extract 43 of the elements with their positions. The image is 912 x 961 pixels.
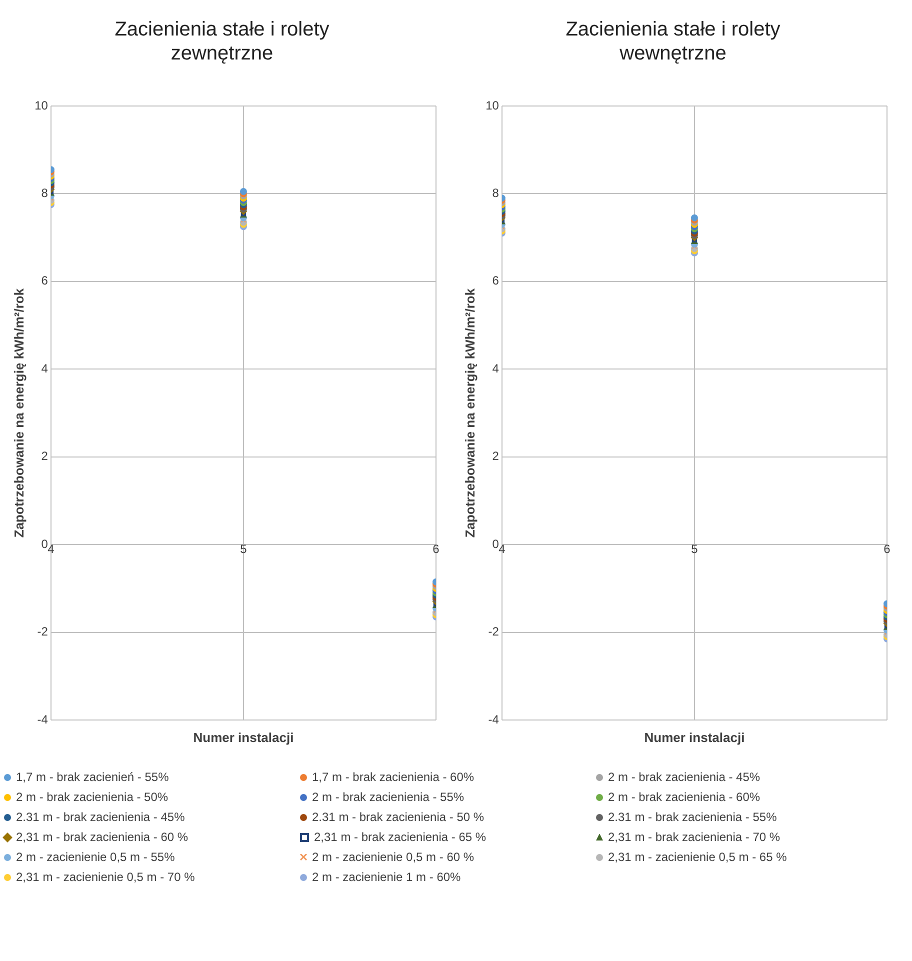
legend-label: 1,7 m - brak zacienień - 55%	[16, 770, 169, 784]
y-tick-label: -4	[37, 712, 48, 726]
y-tick-label: 6	[492, 274, 500, 288]
x-tick-label: 5	[691, 542, 698, 556]
legend-label: 2 m - brak zacienienia - 50%	[16, 790, 168, 804]
y-tick-label: 10	[34, 98, 48, 112]
legend-label: 2.31 m - brak zacienienia - 45%	[16, 810, 185, 824]
y-tick-label: 10	[486, 98, 500, 112]
x-axis-title: Numer instalacji	[193, 730, 294, 745]
y-tick-label: -2	[488, 624, 500, 639]
legend-label: 2,31 m - brak zacienienia - 65 %	[314, 830, 486, 844]
y-axis-title: Zapotrzebowanie na energię kWh/m²/rok	[462, 288, 478, 538]
x-tick-label: 5	[240, 542, 248, 556]
legend-label: 2 m - zacienienie 0,5 m - 55%	[16, 850, 175, 864]
legend-label: 2,31 m - brak zacienienia - 60 %	[16, 830, 188, 844]
y-tick-label: 8	[41, 186, 48, 200]
y-tick-label: -2	[37, 624, 48, 639]
y-tick-label: 4	[492, 361, 500, 376]
legend-label: 1,7 m - brak zacienienia - 60%	[312, 770, 474, 784]
chart-title: Zacienienia stałe i rolety wewnętrzne	[566, 18, 780, 65]
legend-label: 2,31 m - zacienienie 0,5 m - 65 %	[608, 850, 787, 864]
y-tick-label: 2	[492, 449, 500, 464]
legend-label: 2 m - brak zacienienia - 60%	[608, 790, 760, 804]
y-tick-label: 4	[41, 361, 48, 376]
legend-label: 2 m - brak zacienienia - 45%	[608, 770, 760, 784]
legend-label: 2 m - zacienienie 0,5 m - 60 %	[312, 850, 474, 864]
legend-label: 2.31 m - brak zacienienia - 50 %	[312, 810, 484, 824]
y-tick-label: 2	[41, 449, 48, 464]
legend-label: 2.31 m - brak zacienienia - 55%	[608, 810, 777, 824]
y-tick-label: 6	[41, 274, 48, 288]
x-axis-title: Numer instalacji	[644, 730, 745, 745]
chart-title: Zacienienia stałe i rolety zewnętrzne	[114, 18, 330, 65]
x-tick-label: 6	[432, 542, 440, 556]
y-tick-label: 8	[492, 186, 500, 200]
legend-label: 2,31 m - zacienienie 0,5 m - 70 %	[16, 870, 195, 884]
y-tick-label: -4	[488, 712, 500, 726]
y-axis-title: Zapotrzebowanie na energię kWh/m²/rok	[11, 288, 26, 538]
y-tick-label: 0	[41, 536, 48, 551]
legend-label: 2,31 m - brak zacienienia - 70 %	[608, 830, 780, 844]
x-tick-label: 6	[884, 542, 891, 556]
y-tick-label: 0	[492, 536, 500, 551]
legend-label: 2 m - brak zacienienia - 55%	[312, 790, 464, 804]
legend-label: 2 m - zacienienie 1 m - 60%	[312, 870, 461, 884]
